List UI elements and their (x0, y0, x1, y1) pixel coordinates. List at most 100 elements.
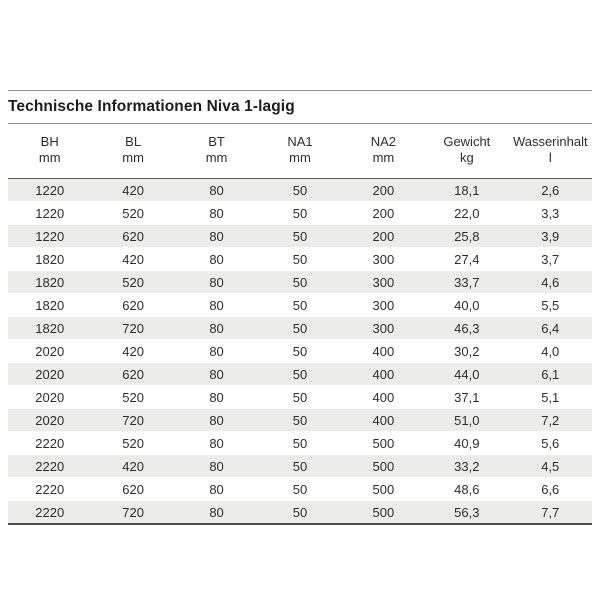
table-row: 2220 420 80 50 500 33,2 4,5 (8, 454, 592, 478)
table-row: 2020 620 80 50 400 44,0 6,1 (8, 362, 592, 386)
table-cell: 50 (292, 251, 308, 267)
table-row: 2220 520 80 50 500 40,9 5,6 (8, 432, 592, 455)
column-header-unit: mm (205, 149, 228, 165)
table-cell: 620 (122, 297, 144, 313)
table-cell: 400 (372, 343, 395, 359)
column-header-na1: NA1 mm (258, 124, 342, 179)
table-cell: 2020 (8, 408, 92, 432)
table-cell: 200 (341, 178, 426, 202)
table-cell: 22,0 (454, 205, 480, 221)
table-cell: 50 (292, 435, 308, 451)
table-cell: 50 (292, 481, 308, 497)
table-cell: 18,1 (425, 178, 509, 202)
table-cell: 7,7 (508, 500, 592, 525)
table-cell: 3,7 (541, 251, 560, 267)
section-title: Technische Informationen Niva 1-lagig (8, 98, 295, 115)
table-cell: 420 (122, 251, 144, 267)
table-cell: 80 (209, 297, 224, 313)
table-cell: 27,4 (454, 251, 480, 267)
table-cell: 37,1 (454, 389, 480, 405)
table-cell: 25,8 (425, 224, 509, 248)
table-cell: 46,3 (425, 316, 509, 340)
table-cell: 5,5 (541, 297, 560, 313)
table-cell: 50 (258, 270, 342, 294)
column-header-unit: mm (289, 149, 311, 165)
table-cell: 720 (91, 500, 175, 525)
table-cell: 420 (122, 343, 144, 359)
table-row: 1820 720 80 50 300 46,3 6,4 (8, 316, 592, 340)
table-cell: 500 (341, 500, 426, 525)
table-cell: 720 (91, 316, 175, 340)
table-cell: 420 (91, 178, 175, 202)
table-cell: 80 (209, 389, 224, 405)
table-cell: 80 (174, 408, 259, 432)
table-row: 1820 620 80 50 300 40,0 5,5 (8, 294, 592, 317)
table-cell: 500 (372, 481, 395, 497)
table-cell: 48,6 (454, 481, 480, 497)
table-cell: 33,7 (425, 270, 509, 294)
table-cell: 50 (258, 408, 342, 432)
table-cell: 6,6 (541, 481, 560, 497)
table-cell: 2220 (35, 435, 65, 451)
table-cell: 620 (91, 224, 175, 248)
column-header-unit: mm (372, 149, 395, 165)
table-row: 1220 520 80 50 200 22,0 3,3 (8, 202, 592, 225)
table-cell: 4,5 (508, 454, 592, 478)
table-cell: 50 (292, 343, 308, 359)
table-cell: 520 (122, 435, 144, 451)
table-cell: 6,4 (508, 316, 592, 340)
table-cell: 200 (372, 205, 395, 221)
table-cell: 720 (91, 408, 175, 432)
technical-info-section: Technische Informationen Niva 1-lagig BH… (8, 90, 592, 525)
table-cell: 2220 (8, 454, 92, 478)
table-cell: 520 (122, 205, 144, 221)
table-cell: 40,0 (454, 297, 480, 313)
section-title-bar: Technische Informationen Niva 1-lagig (8, 90, 592, 124)
table-cell: 51,0 (425, 408, 509, 432)
table-cell: 400 (341, 408, 426, 432)
table-cell: 56,3 (425, 500, 509, 525)
table-cell: 50 (258, 500, 342, 525)
table-cell: 620 (122, 481, 144, 497)
table-cell: 500 (341, 454, 426, 478)
table-cell: 50 (292, 205, 308, 221)
table-row: 1820 520 80 50 300 33,7 4,6 (8, 270, 592, 294)
table-cell: 400 (341, 362, 426, 386)
table-cell: 2020 (8, 362, 92, 386)
table-header: BH mm BL mm BT mm NA1 mm NA2 mm Gewicht kg Wasserinh… (8, 124, 592, 179)
table-cell: 500 (372, 435, 395, 451)
table-cell: 50 (292, 389, 308, 405)
table-cell: 520 (122, 389, 144, 405)
column-header-label: BL (125, 133, 142, 149)
column-header-bl: BL mm (91, 124, 175, 179)
table-header-row: BH mm BL mm BT mm NA1 mm NA2 mm Gewicht kg Wasserinh… (8, 124, 592, 179)
table-cell: 80 (209, 251, 224, 267)
table-cell: 80 (174, 500, 259, 525)
table-cell: 50 (258, 316, 342, 340)
column-header-unit: l (548, 149, 552, 165)
table-cell: 620 (91, 362, 175, 386)
table-cell: 80 (174, 224, 259, 248)
column-header-label: NA1 (287, 133, 313, 149)
table-cell: 50 (258, 224, 342, 248)
table-cell: 50 (258, 454, 342, 478)
table-row: 2020 720 80 50 400 51,0 7,2 (8, 408, 592, 432)
table-cell: 2020 (35, 389, 65, 405)
table-cell: 3,3 (541, 205, 560, 221)
table-cell: 6,1 (508, 362, 592, 386)
table-cell: 80 (209, 205, 224, 221)
column-header-unit: mm (38, 149, 61, 165)
table-row: 1220 620 80 50 200 25,8 3,9 (8, 224, 592, 248)
table-cell: 80 (174, 178, 259, 202)
table-cell: 300 (341, 270, 426, 294)
table-cell: 50 (258, 362, 342, 386)
table-cell: 2020 (35, 343, 65, 359)
column-header-label: BH (40, 133, 59, 149)
table-row: 1220 420 80 50 200 18,1 2,6 (8, 178, 592, 202)
column-header-unit: mm (122, 149, 144, 165)
table-cell: 5,6 (541, 435, 560, 451)
column-header-label: Wasserinhalt (512, 133, 588, 149)
table-cell: 5,1 (541, 389, 560, 405)
table-cell: 80 (174, 362, 259, 386)
